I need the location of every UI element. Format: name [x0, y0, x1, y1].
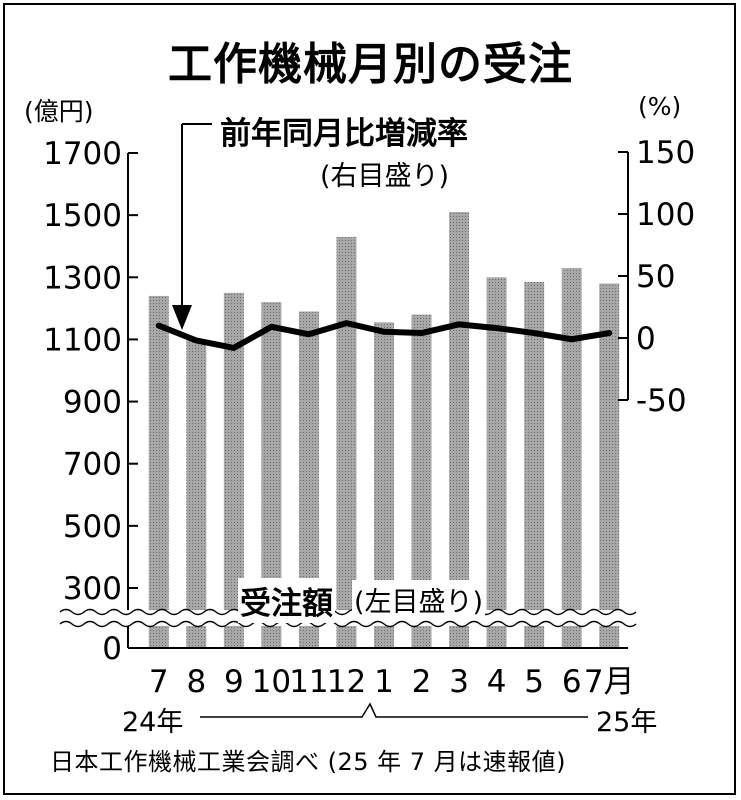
- category-label-8: 3: [449, 664, 469, 700]
- right-axis-unit: (%): [638, 92, 682, 121]
- line-point-0: [158, 325, 160, 327]
- category-label-11: 6: [562, 664, 582, 700]
- line-point-6: [383, 331, 385, 333]
- year-start-label: 24年: [122, 707, 184, 738]
- bar-11: [561, 267, 582, 648]
- bar-2: [223, 292, 244, 648]
- left-tick-label-7: 300: [63, 571, 122, 607]
- bar-9: [486, 277, 507, 648]
- bar-series-note: (左目盛り): [352, 580, 486, 619]
- right-tick-label-3: 0: [636, 321, 656, 357]
- bar-10: [524, 281, 545, 648]
- right-tick-label-4: -50: [636, 383, 687, 419]
- right-tick-label-2: 50: [636, 259, 675, 295]
- line-point-7: [421, 332, 423, 334]
- bar-4: [298, 311, 319, 648]
- bar-7: [411, 314, 432, 648]
- left-tick-label-5: 700: [63, 447, 122, 483]
- left-tick-label-2: 1300: [43, 260, 122, 296]
- line-point-10: [533, 332, 535, 334]
- category-label-7: 2: [412, 664, 432, 700]
- category-label-2: 9: [224, 664, 244, 700]
- bar-12: [599, 283, 620, 648]
- category-label-0: 7: [149, 664, 169, 700]
- right-tick-label-0: 150: [636, 135, 695, 171]
- line-point-1: [195, 339, 197, 341]
- bar-5: [336, 236, 357, 648]
- category-label-1: 8: [186, 664, 206, 700]
- left-tick-label-1: 1500: [43, 198, 122, 234]
- line-point-9: [496, 327, 498, 329]
- category-label-9: 4: [487, 664, 507, 700]
- arrow-head: [172, 305, 192, 330]
- line-point-2: [233, 347, 235, 349]
- line-point-8: [458, 323, 460, 325]
- line-point-11: [571, 338, 573, 340]
- category-label-10: 5: [524, 664, 544, 700]
- chart-title: 工作機械月別の受注: [168, 39, 573, 90]
- bar-series-label: 受注額: [238, 578, 335, 623]
- category-label-3: 10: [252, 664, 291, 700]
- bar-8: [449, 212, 470, 649]
- category-label-12: 7月: [584, 664, 635, 700]
- axis-break-line-bottom: [59, 620, 637, 628]
- bar-1: [186, 339, 207, 648]
- bar-3: [261, 302, 282, 648]
- line-point-12: [608, 332, 610, 334]
- left-tick-label-4: 900: [63, 385, 122, 421]
- line-series-note: (右目盛り): [320, 161, 450, 192]
- left-tick-label-6: 500: [63, 509, 122, 545]
- line-point-3: [270, 326, 272, 328]
- year-divider: [200, 702, 588, 718]
- axis-break-line-top: [59, 608, 637, 616]
- left-axis-unit: (億円): [24, 97, 94, 126]
- line-point-4: [308, 333, 310, 335]
- bar-6: [374, 322, 394, 648]
- line-point-5: [345, 322, 347, 324]
- left-tick-label-8: 0: [102, 631, 122, 667]
- left-tick-label-3: 1100: [43, 322, 122, 358]
- left-tick-label-0: 1700: [43, 136, 122, 172]
- category-label-6: 1: [374, 664, 394, 700]
- year-end-label: 25年: [596, 707, 658, 738]
- category-label-4: 11: [289, 664, 328, 700]
- chart-frame: [3, 3, 736, 795]
- line-series-label: 前年同月比増減率: [220, 116, 468, 152]
- category-label-5: 12: [327, 664, 366, 700]
- source-note: 日本工作機械工業会調べ (25 年 7 月は速報値): [50, 748, 567, 776]
- bar-0: [148, 295, 169, 648]
- right-tick-label-1: 100: [636, 197, 695, 233]
